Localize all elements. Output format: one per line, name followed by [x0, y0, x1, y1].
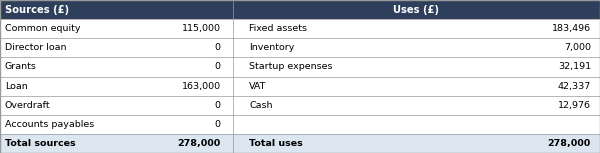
Text: Total sources: Total sources: [5, 139, 76, 148]
Text: Uses (£): Uses (£): [394, 5, 439, 15]
Text: Director loan: Director loan: [5, 43, 66, 52]
Text: Sources (£): Sources (£): [5, 5, 69, 15]
Text: 163,000: 163,000: [182, 82, 221, 91]
Text: Common equity: Common equity: [5, 24, 80, 33]
Text: 0: 0: [215, 62, 221, 71]
Text: 42,337: 42,337: [558, 82, 591, 91]
Text: Accounts payables: Accounts payables: [5, 120, 94, 129]
Text: Cash: Cash: [249, 101, 272, 110]
Text: Fixed assets: Fixed assets: [249, 24, 307, 33]
Bar: [0, 134, 600, 153]
Text: 0: 0: [215, 43, 221, 52]
Text: 0: 0: [215, 120, 221, 129]
Text: 7,000: 7,000: [564, 43, 591, 52]
Text: 278,000: 278,000: [178, 139, 221, 148]
Bar: [0, 0, 600, 19]
Text: 183,496: 183,496: [552, 24, 591, 33]
Text: 115,000: 115,000: [182, 24, 221, 33]
Bar: [0, 19, 600, 38]
Text: Total uses: Total uses: [249, 139, 303, 148]
Text: Overdraft: Overdraft: [5, 101, 50, 110]
Text: 278,000: 278,000: [548, 139, 591, 148]
Bar: [0, 115, 600, 134]
Text: Inventory: Inventory: [249, 43, 295, 52]
Text: Startup expenses: Startup expenses: [249, 62, 332, 71]
Text: Grants: Grants: [5, 62, 37, 71]
Bar: [0, 57, 600, 76]
Text: VAT: VAT: [249, 82, 266, 91]
Bar: [0, 76, 600, 96]
Text: 0: 0: [215, 101, 221, 110]
Bar: [0, 38, 600, 57]
Text: 12,976: 12,976: [558, 101, 591, 110]
Text: Loan: Loan: [5, 82, 28, 91]
Bar: [0, 96, 600, 115]
Text: 32,191: 32,191: [558, 62, 591, 71]
